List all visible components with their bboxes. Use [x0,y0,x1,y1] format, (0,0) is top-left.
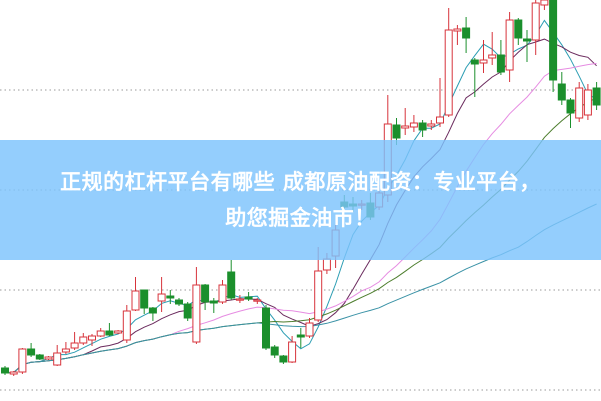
candle-body-down [175,299,183,305]
candle-body-up [114,330,123,334]
candle-body-up [44,356,53,360]
candle-body-down [105,330,114,336]
candle-body-up [322,258,331,271]
moving-average-line-10 [4,38,597,374]
headline-banner: 正规的杠杆平台有哪些 成都原油配资：专业平台， 助您掘金油市！ [0,140,601,260]
candle-body-down [262,307,270,349]
candle-body-down [148,307,157,314]
candle-body-up [583,89,592,116]
candle-body-up [96,330,105,337]
headline-line-1: 正规的杠杆平台有哪些 成都原油配资：专业平台， [60,170,541,194]
candle-body-down [35,354,44,360]
candle-body-down [549,0,558,81]
candle-body-up [401,125,410,129]
candle-body-up [444,29,453,116]
candle-body-down [166,295,175,299]
candle-body-up [18,348,27,373]
candle-body-up [575,87,584,119]
candle-body-down [566,99,575,114]
candle-body-down [140,289,149,309]
candle-body-up [79,336,88,344]
candle-body-up [288,341,297,363]
candle-body-up [531,2,540,41]
candle-body-up [131,290,140,311]
candle-body-up [505,19,514,71]
candle-body-up [453,28,462,32]
candle-body-up [305,322,314,337]
candle-body-down [270,346,279,356]
candle-body-down [209,300,218,304]
candle-body-down [227,271,236,299]
candle-body-down [418,122,427,131]
candle-body-up [218,284,227,303]
candle-body-down [392,124,401,139]
candle-body-up [314,270,323,321]
candle-body-up [409,122,418,128]
candle-body-up [9,371,18,375]
candle-body-down [462,27,471,39]
candle-body-up [122,310,131,341]
candle-body-down [557,83,566,101]
headline-line-2: 助您掘金油市！ [225,206,376,230]
candle-body-up [427,123,436,127]
candle-body-down [183,303,192,319]
candle-body-up [61,348,70,353]
candle-body-down [1,367,9,374]
candle-body-up [53,352,62,366]
candle-body-up [157,293,166,302]
candle-body-up [235,298,244,301]
candle-body-up [436,116,444,124]
candle-body-up [192,284,201,343]
candle-body-up [253,299,262,302]
candle-body-up [70,342,79,349]
candle-body-down [244,296,253,300]
candle-body-down [27,348,36,356]
candle-body-down [523,38,531,42]
candle-body-up [488,54,497,59]
candle-body-down [279,355,288,363]
candle-body-down [296,334,305,338]
candle-body-down [201,284,210,303]
candle-body-down [514,19,523,39]
candle-body-up [540,0,549,6]
candle-body-down [470,59,479,65]
candle-body-down [592,87,601,106]
candle-body-up [479,59,488,64]
candle-body-up [88,335,96,341]
candle-body-down [496,54,505,73]
